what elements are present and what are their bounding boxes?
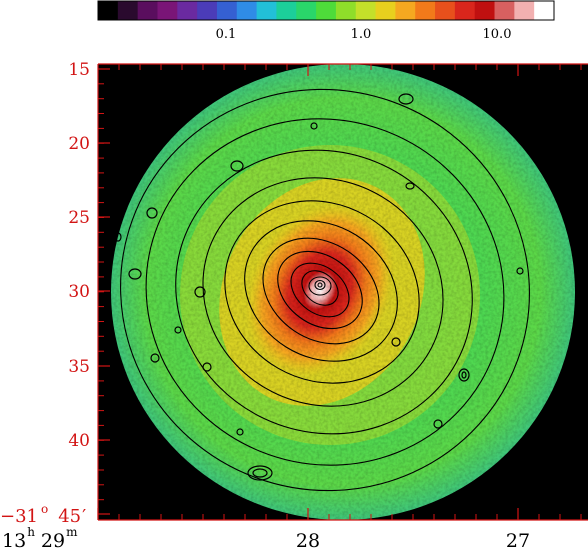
minor-ticks [97,64,582,520]
ra-start-label: 13h 29m [2,525,78,548]
colorbar-swatch [236,1,258,20]
contour [301,270,339,306]
contour [290,262,350,318]
contour [277,250,363,330]
colorbar-swatch [355,1,377,20]
colorbar-swatch [534,1,555,20]
ra-minutes-value: 29 [41,530,65,548]
colorbar-frame [97,0,555,21]
colorbar-swatch [454,1,476,20]
sky-image [98,64,588,520]
x-tick-labels: 13h 29m 28 27 [2,525,530,548]
colorbar-swatch [375,1,396,20]
contour [314,279,326,291]
colorbar-swatch [276,1,297,20]
contour [262,237,380,345]
colorbar-tick-label: 1.0 [351,27,372,42]
pixel-noise [111,64,575,520]
colorbar-swatch [216,1,238,20]
dec-degrees-label: −31 o 45′ [0,502,86,527]
y-tick-label: 35 [68,357,90,377]
colorbar-swatch [514,1,535,20]
x-tick-label: 27 [506,530,530,548]
colorbar-swatch [494,1,515,20]
source-contour [498,111,508,119]
colorbar-swatch [316,1,337,20]
contour [317,282,323,288]
contour [202,177,444,407]
y-tick-label: 20 [68,134,90,154]
contour [308,276,332,296]
y-tick-label: 15 [68,60,90,80]
source-contour [516,267,524,275]
y-tick-label: 25 [68,208,90,228]
arcmin-unit: ′ [82,506,86,527]
colorbar-swatch [137,1,159,20]
colorbar-swatch [256,1,278,20]
dec-corner-label: −31 o 45′ [0,502,86,527]
colorbar-swatch [197,1,218,20]
source-contour [405,182,415,190]
colorbar-swatch [157,1,178,20]
source-contour [128,268,142,280]
x-tick-label: 28 [296,530,320,548]
colorbar-swatch [177,1,198,20]
source-contour [391,337,401,347]
colorbar-swatch [395,1,416,20]
contour [120,88,530,492]
source-contour [247,465,273,481]
source-contour [114,232,122,242]
source-contour [252,468,268,478]
colorbar-swatch [435,1,456,20]
source-contour [146,207,158,219]
source-contour [202,362,212,372]
ra-hours-value: 13 [2,530,26,548]
colorbar-swatch [474,1,496,20]
y-tick-labels: 15 20 25 30 35 40 [68,60,90,451]
source-contour [230,160,244,172]
colorbar-swatch [117,1,139,20]
point-sources [114,93,524,481]
colorbar-swatch [296,1,317,20]
source-contour [150,353,160,363]
source-contour [461,371,467,379]
y-tick-label: 30 [68,282,90,302]
source-contour [310,122,318,130]
source-contour [236,428,244,436]
contour [175,149,473,435]
dec-degrees-value: −31 [0,506,38,527]
y-tick-label: 40 [68,431,90,451]
source-contour [458,368,470,382]
ra-hours-unit: h [27,525,35,539]
colorbar-swatch [335,1,357,20]
colorbar-swatch [98,1,119,20]
colorbar-tick-label: 10.0 [483,27,512,42]
contour [145,118,505,466]
colorbar-swatches [98,1,555,20]
source-contour [174,326,182,334]
source-contour [433,419,443,429]
contour-lines [120,88,530,492]
degree-unit: o [41,502,48,516]
colorbar-swatch [415,1,436,20]
arcmin-value: 45 [58,506,81,527]
contour [244,220,398,362]
source-contour [398,93,414,105]
source-contour [194,286,206,298]
ra-minutes-unit: m [66,525,78,539]
contour [224,200,420,384]
colorbar: 0.1 1.0 10.0 [97,0,555,42]
colorbar-tick-label: 0.1 [216,27,237,42]
